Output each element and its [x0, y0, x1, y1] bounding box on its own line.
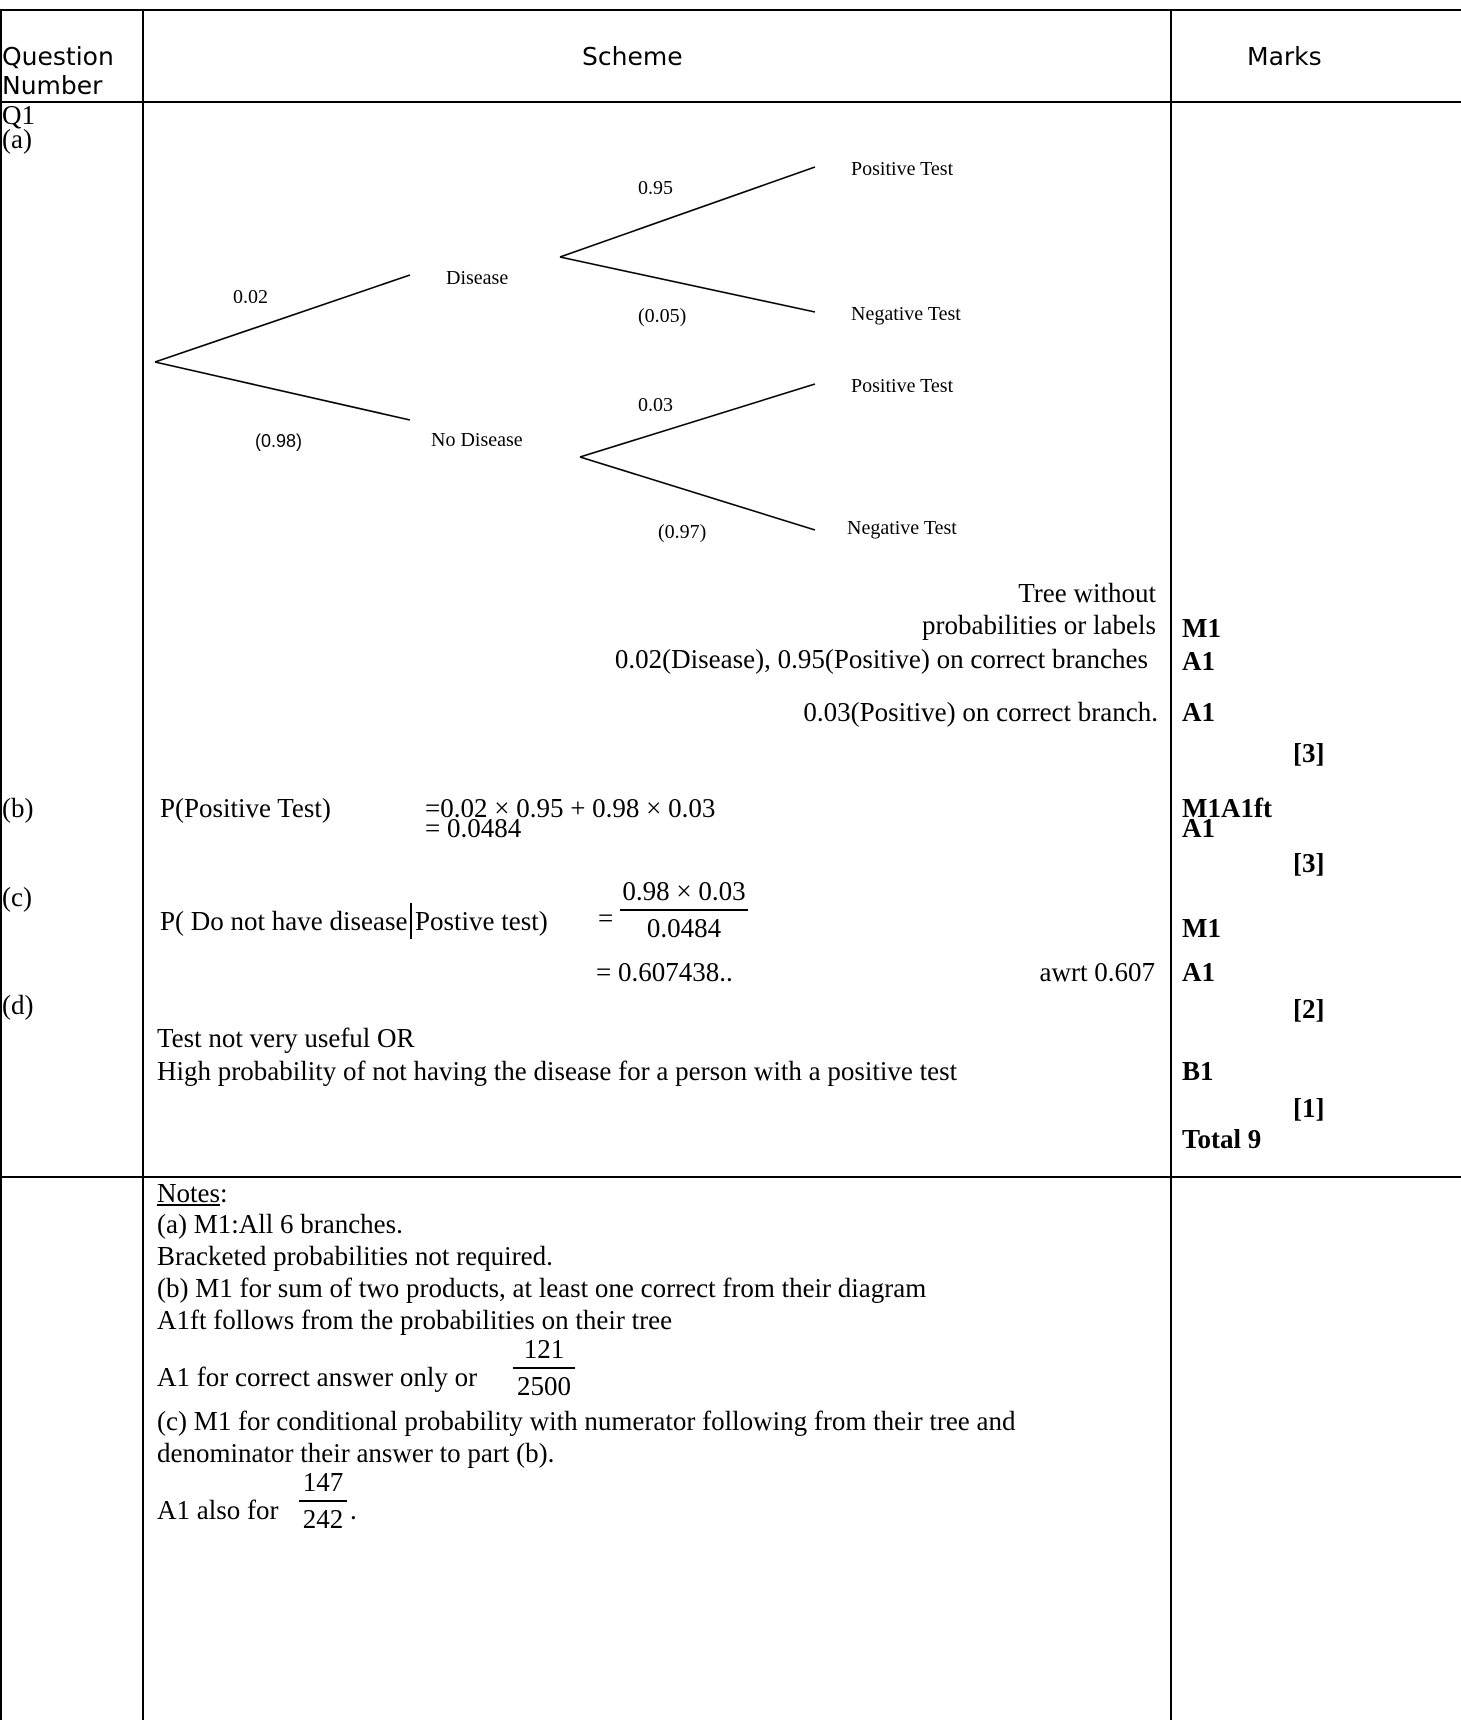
part-c-lhs: P( Do not have disease Postive test) — [160, 903, 548, 939]
prob-pos-given-disease: 0.95 — [638, 177, 673, 199]
table-border-left — [0, 9, 2, 1720]
part-d-label: (d) — [2, 990, 34, 1020]
branch-disease-positive — [559, 166, 816, 258]
notes-heading: Notes: — [157, 1178, 228, 1208]
part-c-total: [2] — [1293, 994, 1325, 1024]
header-question-number: Question Number — [2, 42, 114, 100]
branch-no-disease — [154, 361, 411, 421]
part-b-mark-1: M1A1ft — [1182, 793, 1272, 823]
part-a-criterion-1: Tree without probabilities or labels — [922, 578, 1156, 640]
leaf-positive-1: Positive Test — [851, 158, 954, 180]
conditional-bar — [410, 903, 412, 939]
header-divider — [0, 101, 1461, 103]
leaf-positive-2: Positive Test — [851, 375, 954, 397]
prob-no-disease: (0.98) — [255, 431, 303, 451]
part-a-label: (a) — [2, 124, 32, 154]
node-disease: Disease — [446, 267, 509, 289]
branch-disease-negative — [559, 256, 816, 313]
part-c-mark-2: A1 — [1182, 957, 1215, 987]
leaf-negative-2: Negative Test — [847, 517, 957, 539]
part-b-rhs-1: =0.02 × 0.95 + 0.98 × 0.03 — [425, 793, 716, 823]
part-b-total: [3] — [1293, 848, 1325, 878]
part-c-awrt: awrt 0.607 — [1039, 957, 1155, 987]
note-8: A1 also for — [157, 1495, 279, 1525]
note-5: A1 for correct answer only or — [157, 1362, 478, 1392]
note-8-end: . — [350, 1495, 357, 1525]
note-1: (a) M1:All 6 branches. — [157, 1209, 403, 1239]
column-divider-2 — [1170, 9, 1172, 1720]
note-4: A1ft follows from the probabilities on t… — [157, 1305, 673, 1335]
branch-disease — [154, 274, 411, 363]
notes-divider — [0, 1176, 1461, 1178]
part-a-total: [3] — [1293, 738, 1325, 768]
part-d-line-1: Test not very useful OR — [157, 1023, 415, 1053]
part-d-total: [1] — [1293, 1093, 1325, 1123]
part-a-criterion-2: 0.02(Disease), 0.95(Positive) on correct… — [614, 644, 1148, 674]
tree-diagram — [154, 166, 816, 531]
table-border-top — [0, 9, 1461, 11]
question-label: Q1 — [2, 100, 35, 130]
part-b-label: (b) — [2, 793, 34, 823]
part-b-mark-2: A1 — [1182, 813, 1215, 843]
prob-disease: 0.02 — [233, 286, 268, 308]
note-7: denominator their answer to part (b). — [157, 1438, 555, 1468]
part-c-mark-1: M1 — [1182, 913, 1221, 943]
part-d-mark-1: B1 — [1182, 1056, 1214, 1086]
grand-total: Total 9 — [1182, 1124, 1262, 1154]
part-c-fraction: 0.98 × 0.03 0.0484 — [620, 876, 748, 943]
leaf-negative-1: Negative Test — [851, 303, 961, 325]
part-a-mark-2: A1 — [1182, 646, 1215, 676]
part-c-result: = 0.607438.. — [596, 957, 733, 987]
part-d-line-2: High probability of not having the disea… — [157, 1056, 958, 1086]
note-5-fraction: 121 2500 — [513, 1334, 575, 1401]
branch-nodisease-positive — [579, 383, 816, 458]
branch-nodisease-negative — [579, 456, 816, 531]
part-b-rhs-2: = 0.0484 — [425, 813, 522, 843]
note-6: (c) M1 for conditional probability with … — [157, 1406, 1016, 1436]
note-2: Bracketed probabilities not required. — [157, 1241, 553, 1271]
prob-neg-given-no-disease: (0.97) — [658, 521, 707, 543]
part-a-criterion-3: 0.03(Positive) on correct branch. — [803, 697, 1158, 727]
node-no-disease: No Disease — [431, 429, 523, 451]
prob-neg-given-disease: (0.05) — [638, 305, 687, 327]
part-b-lhs: P(Positive Test) — [160, 793, 331, 823]
part-a-mark-1: M1 — [1182, 613, 1221, 643]
header-marks: Marks — [1247, 42, 1322, 71]
column-divider-1 — [142, 9, 144, 1720]
note-8-fraction: 147 242 — [299, 1467, 347, 1534]
part-a-mark-3: A1 — [1182, 697, 1215, 727]
part-c-label: (c) — [2, 882, 32, 912]
part-c-equals: = — [598, 903, 614, 933]
header-scheme: Scheme — [582, 42, 683, 71]
prob-pos-given-no-disease: 0.03 — [638, 394, 673, 416]
note-3: (b) M1 for sum of two products, at least… — [157, 1273, 927, 1303]
